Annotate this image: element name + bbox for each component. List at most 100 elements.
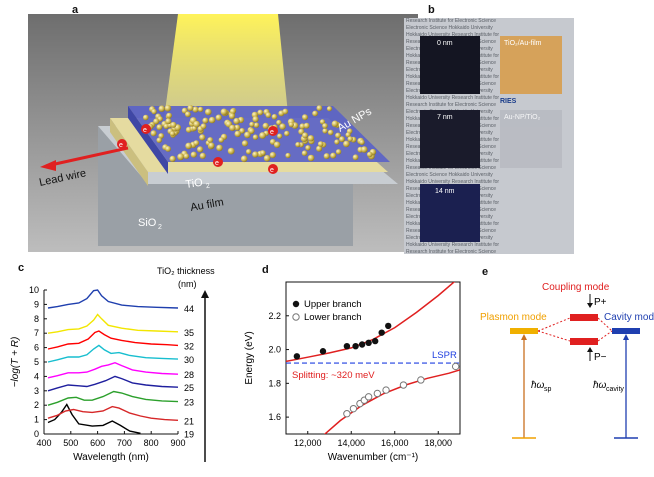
plasmon-mode-label: Plasmon mode <box>480 312 547 323</box>
label-au-film: Au film <box>189 196 224 214</box>
x-tick-label: 500 <box>63 438 78 448</box>
series-line-23 <box>47 390 179 406</box>
upper-branch-point <box>343 342 351 350</box>
panel-a-label: a <box>72 4 79 16</box>
sample-0nm-label: 0 nm <box>437 40 453 47</box>
watermark-line: Research Institute for Electronic Scienc… <box>406 249 497 254</box>
lower-branch-point <box>373 389 382 398</box>
svg-text:2: 2 <box>158 224 162 231</box>
p-minus-label: P− <box>594 352 607 363</box>
x-axis-label: Wavenumber (cm⁻¹) <box>328 452 418 463</box>
upper-branch-point <box>378 329 385 336</box>
upper-branch-point <box>365 339 372 346</box>
x-tick-label: 18,000 <box>424 438 452 448</box>
watermark-line: Hokkaido University Research Institute f… <box>406 179 500 185</box>
sample-au-np-tio2: Au-NP/TiO₂ <box>500 110 562 168</box>
y-tick-label: 1.6 <box>268 412 281 422</box>
y-tick-label: 7 <box>34 328 39 338</box>
cavity-level <box>612 328 640 334</box>
x-tick-label: 12,000 <box>294 438 322 448</box>
legend-lower-label: Lower branch <box>304 312 362 323</box>
y-tick-label: 6 <box>34 343 39 353</box>
y-tick-label: 2.0 <box>268 345 281 355</box>
panel-c-label: c <box>18 262 25 274</box>
electrons: e e e e e <box>117 124 278 174</box>
upper-branch-point <box>371 337 379 345</box>
plot-frame <box>285 281 461 435</box>
series-line-19 <box>47 403 141 434</box>
x-tick-label: 900 <box>170 438 185 448</box>
svg-text:cavity: cavity <box>606 386 624 393</box>
panel-b-photo: Research Institute for Electronic Scienc… <box>404 18 574 254</box>
series-label-28: 28 <box>184 370 194 380</box>
series-line-30 <box>47 344 179 363</box>
panel-d-label: d <box>262 264 269 276</box>
y-tick-label: 10 <box>29 285 39 295</box>
legend-lower-marker <box>292 313 300 321</box>
series-label-32: 32 <box>184 341 194 351</box>
lower-branch-point <box>343 410 351 418</box>
panel-d-chart: 12,000 14,000 16,000 18,000 1.6 1.8 2.0 2.2 Wave… <box>244 281 461 463</box>
sample-tio2-au-film: TiO₂/Au-film <box>500 36 562 94</box>
legend-title: TiO₂ thickness <box>157 266 215 276</box>
series-label-30: 30 <box>184 355 194 365</box>
series-line-21 <box>47 405 179 421</box>
y-tick-label: 1 <box>34 415 39 425</box>
watermark-line: Electronic Science Hokkaido University <box>406 172 493 178</box>
svg-text:e: e <box>270 129 274 136</box>
legend-upper-label: Upper branch <box>304 299 362 310</box>
au-nanoparticles <box>143 104 377 163</box>
upper-branch-point <box>319 348 327 355</box>
series-label-21: 21 <box>184 416 194 426</box>
upper-branch-point <box>358 341 366 348</box>
watermark-line: Research Institute for Electronic Scienc… <box>406 102 497 108</box>
sample-tio2-au-film-label: TiO₂/Au-film <box>504 40 542 47</box>
lower-branch-point <box>451 362 460 371</box>
label-tio2: TiO 2 <box>185 177 211 191</box>
y-tick-label: 1.8 <box>268 378 281 388</box>
lspr-label: LSPR <box>432 350 457 361</box>
ries-logo: RIES <box>500 98 517 105</box>
svg-text:e: e <box>119 142 123 149</box>
x-tick-label: 600 <box>90 438 105 448</box>
svg-text:e: e <box>143 127 147 134</box>
sample-7nm: 7 nm <box>420 110 480 168</box>
legend-unit: (nm) <box>178 279 197 289</box>
sample-14nm-label: 14 nm <box>435 188 455 195</box>
watermark-line: Research Institute for Electronic Scienc… <box>406 18 497 24</box>
sample-0nm: 0 nm <box>420 36 480 94</box>
y-tick-label: 3 <box>34 386 39 396</box>
panel-b-label: b <box>428 4 435 16</box>
legend-upper-marker <box>292 300 300 308</box>
y-tick-label: 2 <box>34 400 39 410</box>
series-label-35: 35 <box>184 328 194 338</box>
x-tick-label: 14,000 <box>337 438 365 448</box>
series-line-35 <box>47 313 179 334</box>
lead-wire <box>45 146 129 168</box>
x-tick-label: 800 <box>144 438 159 448</box>
splitting-label: Splitting: ~320 meV <box>292 370 375 381</box>
svg-text:e: e <box>270 167 274 174</box>
svg-text:2: 2 <box>206 183 211 190</box>
y-axis-label: −log(T + R) <box>10 337 21 388</box>
p-plus-label: P+ <box>594 297 607 308</box>
y-tick-label: 5 <box>34 357 39 367</box>
svg-text:SiO: SiO <box>138 217 157 229</box>
svg-text:sp: sp <box>544 386 552 393</box>
series-line-25 <box>47 375 179 392</box>
panel-e-label: e <box>482 266 489 278</box>
panel-e-diagram: Coupling mode Plasmon mode Cavity mode P… <box>480 282 654 439</box>
lower-branch-point <box>382 386 390 394</box>
svg-text:ħω: ħω <box>593 380 607 391</box>
series-label-19: 19 <box>184 429 194 439</box>
y-axis-label: Energy (eV) <box>244 331 255 384</box>
svg-text:e: e <box>215 160 219 167</box>
p-minus-level <box>570 338 598 345</box>
panel-a-illustration: e e e e e Au NPs Lead wire TiO 2 Au film… <box>28 14 418 252</box>
series-label-44: 44 <box>184 304 194 314</box>
x-tick-label: 700 <box>117 438 132 448</box>
thickness-arrowhead <box>201 290 209 298</box>
fit-lower-curve <box>323 369 460 434</box>
x-tick-label: 400 <box>36 438 51 448</box>
svg-text:ħω: ħω <box>531 380 545 391</box>
